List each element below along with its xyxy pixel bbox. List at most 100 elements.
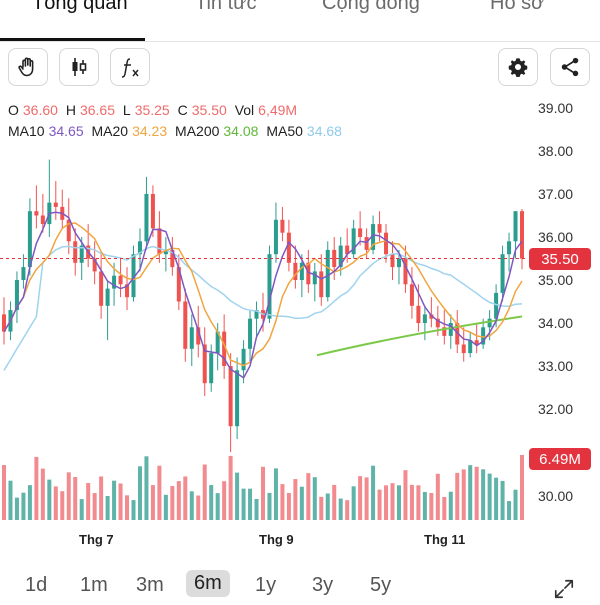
tab-divider	[0, 41, 600, 42]
volume-bar	[118, 483, 123, 520]
candle-body	[254, 310, 259, 319]
candle-body	[53, 202, 58, 207]
candle-body	[422, 314, 427, 323]
candle-body	[144, 194, 149, 242]
low-label: L	[122, 102, 131, 118]
range-3y[interactable]: 3y	[312, 574, 334, 596]
volume-bar	[21, 492, 26, 520]
candle-body	[273, 219, 278, 255]
volume-bar	[299, 486, 304, 520]
range-6m[interactable]: 6m	[186, 570, 230, 597]
ma200-label: MA200	[175, 123, 220, 139]
y-axis: 39.00 38.00 37.00 36.00 35.00 34.00 33.00 32.00…	[538, 100, 573, 504]
candle-body	[325, 249, 330, 298]
volume-tag: 6.49M	[529, 448, 591, 470]
candlesticks	[1, 159, 525, 452]
range-1y[interactable]: 1y	[255, 574, 277, 596]
range-1m[interactable]: 1m	[80, 574, 108, 596]
volume-bar	[150, 485, 155, 520]
range-1d[interactable]: 1d	[25, 574, 48, 596]
volume-bar	[409, 484, 414, 520]
candle-body	[377, 224, 382, 233]
candle-body	[513, 211, 518, 242]
price-chart[interactable]: 39.00 38.00 37.00 36.00 35.00 34.00 33.00 32.00…	[0, 95, 600, 555]
candle-body	[66, 219, 71, 242]
candle-body	[137, 241, 142, 255]
hand-icon	[16, 55, 40, 79]
volume-bar	[260, 466, 266, 520]
tab-profile[interactable]: Hồ sơ	[490, 0, 545, 14]
range-5y[interactable]: 5y	[370, 574, 392, 596]
volume-bar	[507, 501, 512, 520]
settings-button[interactable]	[498, 48, 538, 86]
volume-bar	[461, 469, 466, 520]
active-tab-indicator	[0, 38, 145, 41]
candle-body	[14, 280, 19, 311]
y-axis-label: 32.00	[538, 401, 573, 417]
candle-body	[403, 258, 408, 285]
candle-body	[338, 245, 343, 268]
candle-body	[112, 275, 117, 289]
candle-body	[519, 211, 525, 259]
high-value: 36.65	[79, 102, 115, 118]
volume-label: Vol	[234, 102, 255, 118]
share-button[interactable]	[550, 48, 590, 86]
volume-bar	[364, 477, 369, 520]
volume-bar	[293, 479, 298, 520]
candle-body	[150, 194, 155, 229]
volume-bar	[513, 489, 518, 520]
volume-bar	[474, 466, 479, 520]
volume-bar	[105, 495, 110, 520]
volume-bar	[99, 476, 104, 520]
volume-bar	[86, 483, 91, 520]
current-price-tag: 35.50	[529, 248, 591, 270]
close-label: C	[177, 102, 188, 118]
volume-bar	[403, 470, 408, 520]
volume-bar	[286, 493, 291, 520]
tab-overview[interactable]: Tổng quan	[32, 0, 128, 14]
volume-bar	[390, 483, 395, 520]
candle-body	[73, 241, 78, 263]
volume-bar	[429, 493, 434, 520]
volume-bar	[222, 481, 227, 520]
volume-bar	[442, 496, 447, 520]
tab-news[interactable]: Tin tức	[195, 0, 257, 14]
candle-body	[157, 228, 162, 255]
candle-body	[222, 331, 227, 366]
candle-body	[286, 232, 291, 263]
y-axis-label: 36.00	[538, 229, 573, 245]
volume-bar	[377, 489, 382, 520]
expand-chart-button[interactable]	[553, 578, 575, 605]
volume-bar	[267, 492, 272, 520]
hand-tool-button[interactable]	[8, 48, 48, 86]
volume-bar	[248, 488, 253, 520]
candle-body	[202, 344, 207, 384]
top-tab-bar: Tổng quan Tin tức Cộng đồng Hồ sơ	[0, 0, 600, 42]
candle-body	[241, 348, 246, 371]
volume-bar	[384, 485, 389, 520]
volume-bar	[196, 495, 201, 520]
volume-bar	[351, 486, 356, 520]
volume-bar	[371, 465, 376, 520]
tab-community[interactable]: Cộng đồng	[322, 0, 420, 14]
candle-body	[235, 370, 240, 427]
volume-bar	[435, 473, 440, 520]
volume-bar	[209, 485, 214, 520]
candle-body	[27, 211, 32, 268]
volume-bar	[202, 464, 207, 520]
candle-body	[468, 340, 473, 354]
candle-body	[196, 327, 201, 345]
candle-body	[312, 271, 317, 285]
volume-bar	[1, 465, 7, 520]
low-value: 35.25	[134, 102, 170, 118]
candle-body	[21, 267, 26, 280]
chart-type-button[interactable]	[59, 48, 99, 86]
candle-body	[293, 262, 298, 280]
range-selector: 1d 1m 3m 6m 1y 3y 5y	[0, 568, 600, 600]
volume-bar	[215, 493, 220, 520]
indicators-button[interactable]	[110, 48, 150, 86]
volume-bar	[235, 472, 240, 520]
range-3m[interactable]: 3m	[136, 574, 164, 596]
volume-bar	[131, 500, 136, 520]
ma-legend: MA10 34.65 MA20 34.23 MA200 34.08 MA50 34.68	[8, 123, 346, 139]
